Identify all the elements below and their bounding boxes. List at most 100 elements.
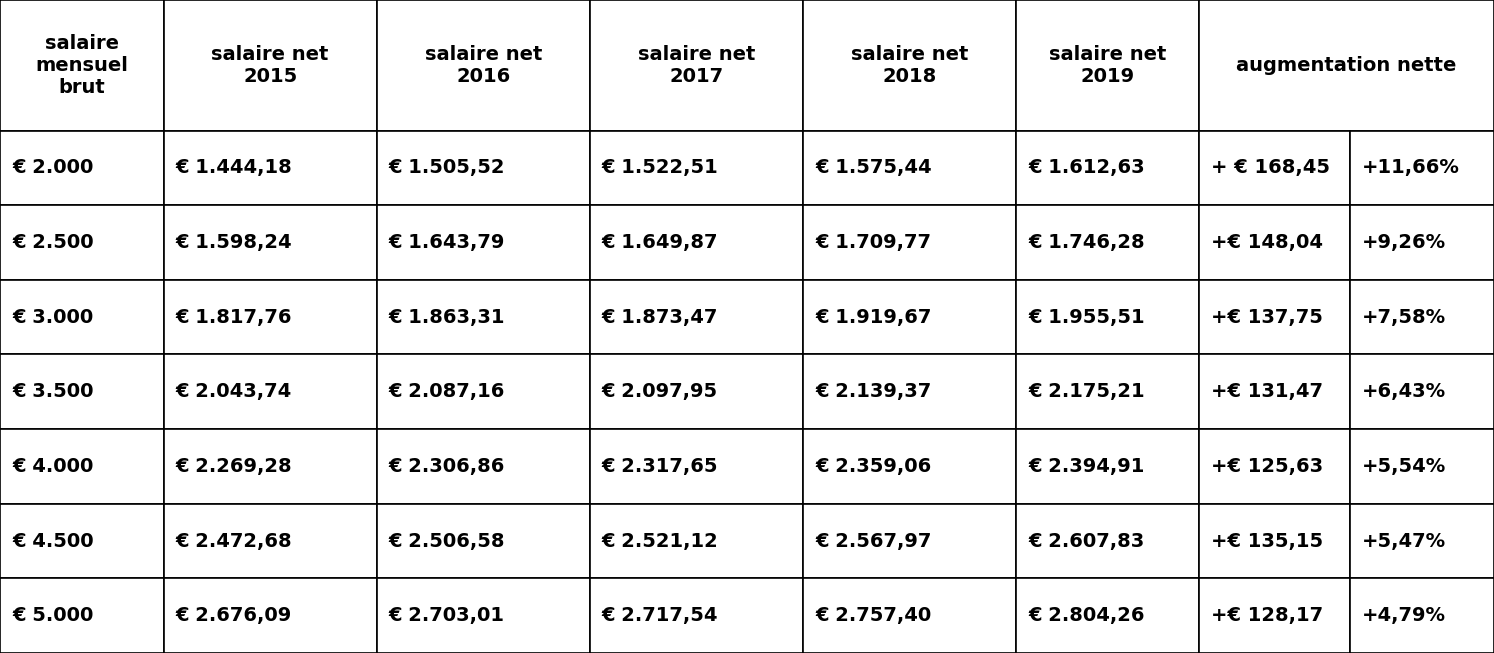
Text: salaire net
2016: salaire net 2016	[424, 45, 542, 86]
Bar	[164, 579, 376, 653]
Bar	[1349, 579, 1494, 653]
Text: € 1.505,52: € 1.505,52	[388, 159, 505, 178]
Bar	[1200, 579, 1349, 653]
Bar	[590, 579, 802, 653]
Bar	[1016, 131, 1200, 205]
Bar	[1016, 429, 1200, 503]
Bar	[1016, 503, 1200, 579]
Text: € 1.817,76: € 1.817,76	[176, 308, 291, 326]
Bar	[164, 0, 376, 131]
Text: salaire net
2018: salaire net 2018	[852, 45, 968, 86]
Bar	[0, 579, 164, 653]
Text: € 2.676,09: € 2.676,09	[176, 606, 291, 625]
Bar	[590, 429, 802, 503]
Bar	[590, 0, 802, 131]
Text: +€ 137,75: +€ 137,75	[1212, 308, 1322, 326]
Bar	[164, 280, 376, 355]
Bar	[1200, 205, 1349, 280]
Text: € 2.717,54: € 2.717,54	[602, 606, 719, 625]
Bar	[802, 131, 1016, 205]
Text: € 2.757,40: € 2.757,40	[814, 606, 931, 625]
Bar	[0, 205, 164, 280]
Bar	[376, 429, 590, 503]
Bar	[376, 131, 590, 205]
Bar	[1349, 131, 1494, 205]
Bar	[1349, 503, 1494, 579]
Text: € 2.607,83: € 2.607,83	[1028, 532, 1144, 550]
Text: € 2.472,68: € 2.472,68	[176, 532, 293, 550]
Text: augmentation nette: augmentation nette	[1237, 56, 1457, 75]
Bar	[1200, 280, 1349, 355]
Text: € 2.703,01: € 2.703,01	[388, 606, 505, 625]
Text: € 1.746,28: € 1.746,28	[1028, 233, 1144, 252]
Bar	[590, 503, 802, 579]
Bar	[802, 280, 1016, 355]
Text: € 2.269,28: € 2.269,28	[176, 457, 293, 476]
Text: +€ 148,04: +€ 148,04	[1212, 233, 1324, 252]
Text: € 1.863,31: € 1.863,31	[388, 308, 505, 326]
Text: € 1.649,87: € 1.649,87	[602, 233, 719, 252]
Text: € 4.000: € 4.000	[12, 457, 93, 476]
Text: € 3.500: € 3.500	[12, 382, 94, 402]
Bar	[590, 355, 802, 429]
Bar	[0, 503, 164, 579]
Text: € 2.306,86: € 2.306,86	[388, 457, 505, 476]
Text: € 2.175,21: € 2.175,21	[1028, 382, 1144, 402]
Bar	[590, 131, 802, 205]
Bar	[1016, 0, 1200, 131]
Text: € 2.567,97: € 2.567,97	[814, 532, 931, 550]
Bar	[1349, 280, 1494, 355]
Text: € 3.000: € 3.000	[12, 308, 93, 326]
Text: +5,54%: +5,54%	[1361, 457, 1446, 476]
Bar	[802, 0, 1016, 131]
Text: € 1.522,51: € 1.522,51	[602, 159, 719, 178]
Bar	[1200, 355, 1349, 429]
Text: € 1.575,44: € 1.575,44	[814, 159, 932, 178]
Text: € 2.359,06: € 2.359,06	[814, 457, 931, 476]
Text: € 4.500: € 4.500	[12, 532, 94, 550]
Bar	[376, 205, 590, 280]
Bar	[1016, 579, 1200, 653]
Text: € 2.087,16: € 2.087,16	[388, 382, 505, 402]
Bar	[376, 579, 590, 653]
Bar	[376, 0, 590, 131]
Bar	[0, 429, 164, 503]
Text: € 1.873,47: € 1.873,47	[602, 308, 719, 326]
Text: € 1.709,77: € 1.709,77	[814, 233, 931, 252]
Bar	[1200, 503, 1349, 579]
Text: +5,47%: +5,47%	[1361, 532, 1446, 550]
Text: € 2.139,37: € 2.139,37	[814, 382, 931, 402]
Text: € 2.394,91: € 2.394,91	[1028, 457, 1144, 476]
Text: +9,26%: +9,26%	[1361, 233, 1446, 252]
Text: +€ 128,17: +€ 128,17	[1212, 606, 1324, 625]
Bar	[1349, 205, 1494, 280]
Text: € 1.643,79: € 1.643,79	[388, 233, 505, 252]
Text: salaire net
2017: salaire net 2017	[638, 45, 754, 86]
Bar	[1349, 355, 1494, 429]
Bar	[164, 131, 376, 205]
Text: € 5.000: € 5.000	[12, 606, 93, 625]
Bar	[590, 205, 802, 280]
Bar	[1016, 280, 1200, 355]
Text: salaire net
2019: salaire net 2019	[1049, 45, 1167, 86]
Bar	[802, 205, 1016, 280]
Text: salaire
mensuel
brut: salaire mensuel brut	[36, 34, 128, 97]
Bar	[376, 280, 590, 355]
Text: € 2.043,74: € 2.043,74	[176, 382, 291, 402]
Text: € 2.804,26: € 2.804,26	[1028, 606, 1144, 625]
Bar	[802, 579, 1016, 653]
Bar	[0, 355, 164, 429]
Bar	[0, 131, 164, 205]
Bar	[802, 503, 1016, 579]
Bar	[1200, 429, 1349, 503]
Text: € 2.097,95: € 2.097,95	[602, 382, 719, 402]
Text: +4,79%: +4,79%	[1361, 606, 1446, 625]
Bar	[590, 280, 802, 355]
Text: € 1.955,51: € 1.955,51	[1028, 308, 1144, 326]
Bar	[0, 0, 164, 131]
Bar	[164, 429, 376, 503]
Bar	[376, 503, 590, 579]
Bar	[164, 205, 376, 280]
Text: € 2.500: € 2.500	[12, 233, 94, 252]
Text: +€ 135,15: +€ 135,15	[1212, 532, 1324, 550]
